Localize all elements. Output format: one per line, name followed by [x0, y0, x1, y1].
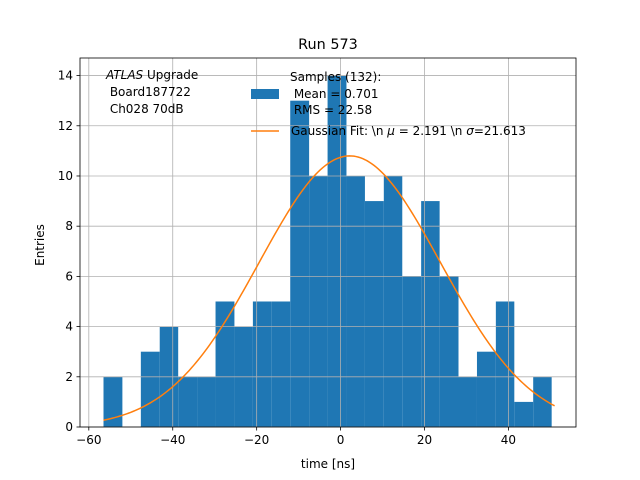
- histogram-bar: [197, 376, 216, 427]
- legend-fit-mu: μ: [386, 124, 395, 138]
- annotation-upgrade: Upgrade: [143, 68, 198, 82]
- legend-fit-suffix: =21.613: [474, 124, 526, 138]
- x-tick-label: −20: [244, 433, 269, 447]
- x-tick-label: −40: [160, 433, 185, 447]
- y-tick-label: 12: [58, 119, 73, 133]
- chart-title: Run 573: [298, 37, 358, 53]
- atlas-annotation: ATLAS Upgrade Board187722 Ch028 70dB: [105, 68, 198, 116]
- gaussian-fit: [103, 155, 555, 421]
- legend-fit-prefix: Gaussian Fit: \n: [291, 124, 387, 138]
- x-tick-label: 0: [337, 433, 345, 447]
- histogram-bar: [533, 376, 552, 427]
- histogram-bar: [402, 276, 422, 427]
- histogram-bar: [215, 301, 235, 427]
- y-tick-label: 2: [65, 370, 73, 384]
- x-tick-label: 20: [417, 433, 432, 447]
- y-tick-label: 8: [65, 219, 73, 233]
- histogram-bar: [364, 201, 384, 427]
- annotation-board: Board187722: [106, 85, 191, 99]
- histogram-bar: [252, 301, 272, 427]
- histogram-bar: [421, 201, 440, 427]
- histogram-bar: [476, 351, 496, 427]
- legend-hist-line-2: Mean = 0.701: [290, 87, 379, 101]
- histogram-bar: [439, 276, 459, 427]
- legend-hist-line-1: Samples (132):: [290, 70, 381, 84]
- gaussian-fit-curve: [103, 155, 555, 421]
- legend-fit-sigma: σ: [466, 124, 474, 138]
- histogram-bar: [458, 376, 477, 427]
- annotation-line-1: ATLAS Upgrade: [105, 68, 198, 82]
- histogram-bar: [290, 100, 310, 428]
- x-tick-label: −60: [76, 433, 101, 447]
- x-axis-label: time [ns]: [301, 457, 355, 471]
- y-tick-label: 10: [58, 169, 73, 183]
- y-tick-label: 14: [58, 69, 73, 83]
- y-ticks: 0 2 4 6 8 10 12 14: [58, 69, 80, 434]
- x-tick-label: 40: [501, 433, 516, 447]
- axes-frame: [79, 57, 577, 428]
- legend-fit-label: Gaussian Fit: \n μ = 2.191 \n σ=21.613: [291, 124, 526, 138]
- legend-hist-line-3: RMS = 22.58: [290, 103, 372, 117]
- histogram-bar: [327, 75, 347, 428]
- annotation-atlas: ATLAS: [105, 68, 144, 82]
- legend: Samples (132): Mean = 0.701 RMS = 22.58 …: [251, 70, 526, 138]
- histogram-bar: [103, 376, 123, 427]
- histogram-bar: [346, 175, 365, 427]
- legend-fit-mid: = 2.191 \n: [395, 124, 466, 138]
- histogram-bar: [383, 175, 403, 427]
- histogram-bar: [178, 376, 198, 427]
- legend-hist-swatch: [251, 89, 279, 99]
- y-axis-label: Entries: [33, 224, 47, 266]
- histogram-bars: [103, 75, 552, 428]
- histogram-bar: [309, 175, 328, 427]
- histogram-bar: [140, 351, 160, 427]
- y-tick-label: 0: [65, 420, 73, 434]
- x-ticks: −60 −40 −20 0 20 40: [76, 427, 516, 447]
- y-tick-label: 4: [65, 320, 73, 334]
- histogram-bar: [514, 401, 534, 427]
- histogram-bar: [271, 301, 291, 427]
- annotation-channel: Ch028 70dB: [106, 102, 184, 116]
- y-tick-label: 6: [65, 269, 73, 283]
